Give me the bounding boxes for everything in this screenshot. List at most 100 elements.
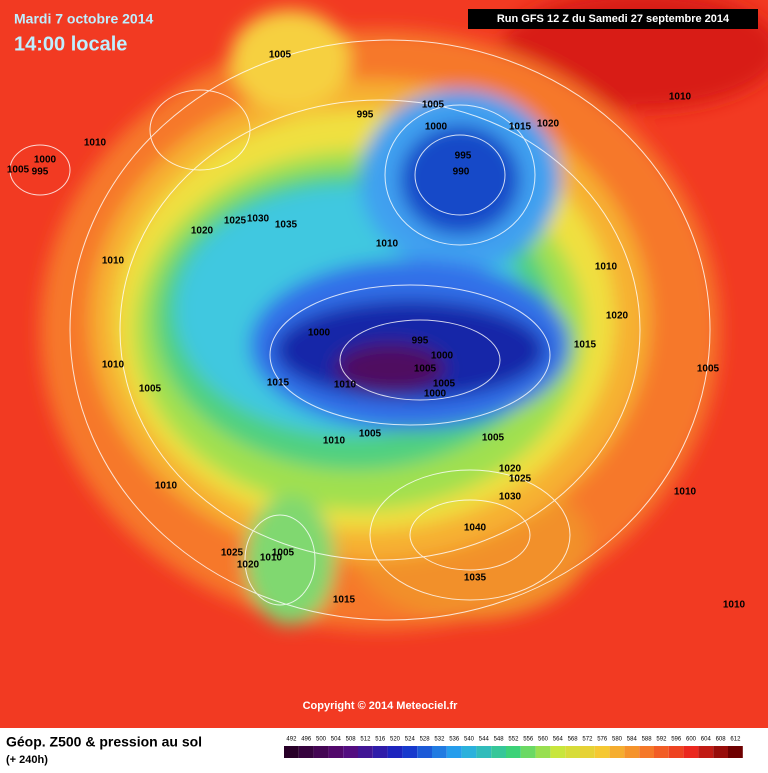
isobar-label: 1010 — [102, 360, 125, 371]
scale-swatch — [683, 746, 699, 758]
scale-swatch — [446, 746, 462, 758]
isobar-label: 1010 — [669, 92, 692, 103]
isobar-label: 1010 — [723, 600, 746, 611]
isobar-label: 1005 — [272, 548, 295, 559]
isobar-label: 1010 — [334, 380, 357, 391]
isobar-lines — [9, 39, 711, 621]
scale-label: 604 — [701, 737, 712, 743]
scale-swatch — [520, 746, 536, 758]
isobar-label: 1010 — [84, 138, 107, 149]
scale-label: 548 — [494, 737, 505, 743]
scale-swatch — [654, 746, 669, 758]
scale-swatch — [328, 746, 344, 758]
isobar-label: 1030 — [499, 492, 522, 503]
scale-label: 528 — [420, 737, 431, 743]
scale-label: 520 — [390, 737, 401, 743]
scale-label: 612 — [730, 737, 741, 743]
scale-label: 556 — [523, 737, 534, 743]
scale-label: 596 — [671, 737, 682, 743]
footer-title: Géop. Z500 & pression au sol — [6, 734, 202, 750]
scale-label: 560 — [538, 737, 549, 743]
isobar-label: 1025 — [509, 474, 532, 485]
isobar-label: 1005 — [697, 364, 720, 375]
isobar-label: 1025 — [221, 548, 244, 559]
scale-swatch — [284, 746, 299, 758]
scale-swatch — [372, 746, 388, 758]
scale-label: 540 — [464, 737, 475, 743]
run-box — [468, 9, 758, 29]
isobar-label: 1005 — [139, 384, 162, 395]
scale-label: 532 — [434, 737, 445, 743]
scale-swatch — [402, 746, 418, 758]
scale-label: 524 — [405, 737, 416, 743]
scale-label: 600 — [686, 737, 697, 743]
isobar-label: 1005 — [482, 433, 505, 444]
isobar-label: 1005 — [269, 50, 292, 61]
footer-lead: (+ 240h) — [6, 754, 48, 766]
isobar-label: 1015 — [267, 378, 290, 389]
isobar-label: 1010 — [376, 239, 399, 250]
scale-label: 576 — [597, 737, 608, 743]
isobar-label: 990 — [453, 167, 470, 178]
isobar-label: 1035 — [464, 573, 487, 584]
scale-swatch — [565, 746, 580, 758]
isobar-label: 1005 — [359, 429, 382, 440]
scale-swatch — [506, 746, 521, 758]
isobar-label: 995 — [455, 151, 472, 162]
isobar-label: 1015 — [333, 595, 356, 606]
scale-label: 536 — [449, 737, 460, 743]
isobar-label: 1020 — [191, 226, 214, 237]
isobar-label: 1000 — [425, 122, 448, 133]
isobar-label: 1000 — [308, 328, 331, 339]
isobar-label: 1010 — [323, 436, 346, 447]
isobar-label: 1010 — [674, 487, 697, 498]
scale-label: 580 — [612, 737, 623, 743]
isobar-label: 1005 — [7, 165, 30, 176]
scale-label: 516 — [375, 737, 386, 743]
scale-swatch — [535, 746, 551, 758]
scale-swatch — [432, 746, 447, 758]
isobar-label: 995 — [32, 167, 49, 178]
isobar-label: 1005 — [422, 100, 445, 111]
scale-swatch — [313, 746, 329, 758]
scale-label: 592 — [656, 737, 667, 743]
isobar-label: 1035 — [275, 220, 298, 231]
isobar-label: 1030 — [247, 214, 270, 225]
scale-label: 544 — [479, 737, 490, 743]
scale-label: 608 — [716, 737, 727, 743]
isobar-label: 1025 — [224, 216, 247, 227]
isobar-label: 1015 — [509, 122, 532, 133]
scale-label: 588 — [642, 737, 653, 743]
geopotential-field — [0, 0, 768, 728]
scale-swatch — [639, 746, 654, 758]
scale-swatch — [387, 746, 403, 758]
scale-swatch — [624, 746, 640, 758]
scale-swatch — [461, 746, 477, 758]
scale-swatch — [343, 746, 358, 758]
scale-label: 564 — [553, 737, 564, 743]
scale-label: 512 — [360, 737, 371, 743]
scale-label: 568 — [568, 737, 579, 743]
isobar-label: 1005 — [433, 379, 456, 390]
scale-swatch — [358, 746, 373, 758]
scale-label: 500 — [316, 737, 327, 743]
isobar-label: 1040 — [464, 523, 487, 534]
isobar-label: 1020 — [537, 119, 560, 130]
isobar-label: 1010 — [155, 481, 178, 492]
color-scale: 492 496 500 504 508 512 516 520 524 528 532 536 540 5… — [284, 737, 743, 758]
scale-swatch — [698, 746, 714, 758]
isobar-label: 1020 — [237, 560, 260, 571]
isobar-label: 1020 — [606, 311, 629, 322]
isobar-label: 1015 — [574, 340, 597, 351]
scale-swatch — [476, 746, 492, 758]
scale-swatch — [713, 746, 728, 758]
scale-swatch — [550, 746, 566, 758]
date: Mardi 7 octobre 2014 — [14, 11, 153, 27]
isobar-label: 1020 — [499, 464, 522, 475]
isobar-label: 1010 — [595, 262, 618, 273]
scale-swatch — [298, 746, 314, 758]
scale-label: 508 — [346, 737, 357, 743]
